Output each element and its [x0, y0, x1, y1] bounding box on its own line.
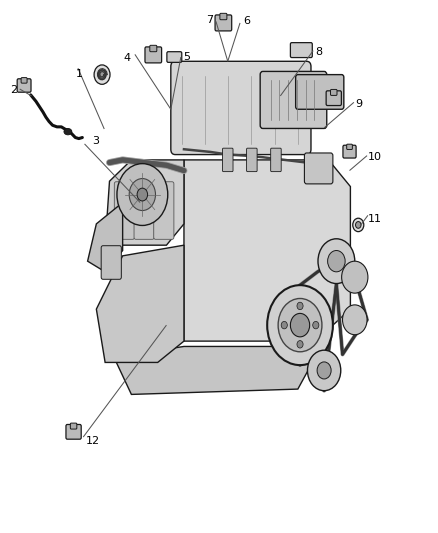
- Polygon shape: [114, 346, 315, 394]
- FancyBboxPatch shape: [17, 79, 31, 92]
- Circle shape: [98, 70, 106, 79]
- Text: 9: 9: [355, 100, 362, 109]
- FancyBboxPatch shape: [150, 45, 157, 52]
- FancyBboxPatch shape: [167, 52, 182, 62]
- FancyBboxPatch shape: [215, 15, 232, 31]
- FancyBboxPatch shape: [326, 91, 341, 106]
- FancyBboxPatch shape: [171, 61, 311, 155]
- FancyBboxPatch shape: [134, 182, 154, 239]
- Text: 1: 1: [75, 69, 82, 78]
- Circle shape: [356, 222, 361, 228]
- Circle shape: [313, 321, 319, 329]
- Circle shape: [94, 65, 110, 84]
- Text: 8: 8: [315, 47, 322, 57]
- Circle shape: [353, 218, 364, 232]
- Circle shape: [281, 321, 287, 329]
- FancyBboxPatch shape: [247, 148, 257, 172]
- Circle shape: [137, 188, 148, 201]
- FancyBboxPatch shape: [331, 90, 337, 95]
- Text: 5: 5: [183, 52, 190, 62]
- FancyBboxPatch shape: [220, 13, 227, 20]
- Text: 10: 10: [368, 152, 382, 162]
- Polygon shape: [96, 245, 184, 362]
- Circle shape: [117, 164, 168, 225]
- FancyBboxPatch shape: [145, 47, 162, 63]
- Polygon shape: [184, 160, 350, 341]
- FancyBboxPatch shape: [260, 71, 327, 128]
- Text: 6: 6: [244, 17, 251, 26]
- FancyBboxPatch shape: [271, 148, 281, 172]
- Circle shape: [267, 285, 333, 365]
- FancyBboxPatch shape: [290, 43, 312, 58]
- Polygon shape: [88, 203, 123, 272]
- Text: 2: 2: [11, 85, 18, 95]
- FancyBboxPatch shape: [71, 423, 77, 429]
- FancyBboxPatch shape: [21, 78, 27, 83]
- Circle shape: [342, 261, 368, 293]
- Circle shape: [278, 298, 322, 352]
- Circle shape: [343, 305, 367, 335]
- Text: 11: 11: [368, 214, 382, 223]
- Circle shape: [290, 313, 310, 337]
- Text: 12: 12: [85, 437, 99, 446]
- Text: 3: 3: [92, 136, 99, 146]
- Circle shape: [317, 362, 331, 379]
- Circle shape: [297, 341, 303, 348]
- FancyBboxPatch shape: [154, 182, 174, 239]
- FancyBboxPatch shape: [101, 246, 121, 279]
- Ellipse shape: [64, 128, 72, 135]
- FancyBboxPatch shape: [347, 144, 352, 150]
- Circle shape: [297, 302, 303, 310]
- FancyBboxPatch shape: [343, 145, 356, 158]
- Circle shape: [129, 179, 155, 211]
- FancyBboxPatch shape: [296, 75, 344, 109]
- FancyBboxPatch shape: [223, 148, 233, 172]
- FancyBboxPatch shape: [114, 182, 134, 239]
- Circle shape: [328, 251, 345, 272]
- Circle shape: [307, 350, 341, 391]
- Text: 7: 7: [206, 15, 213, 25]
- Polygon shape: [105, 160, 184, 245]
- FancyBboxPatch shape: [304, 153, 333, 184]
- Circle shape: [318, 239, 355, 284]
- FancyBboxPatch shape: [66, 424, 81, 439]
- Text: 4: 4: [124, 53, 131, 62]
